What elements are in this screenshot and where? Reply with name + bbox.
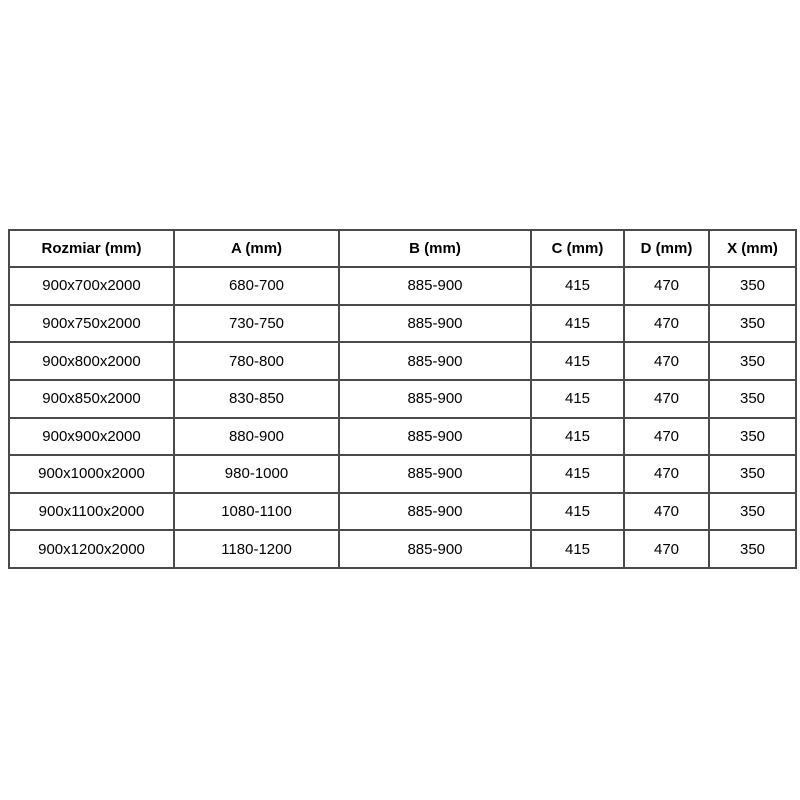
table-cell-c: 415 [530,454,625,494]
table-cell-b: 885-900 [338,454,532,494]
table-cell-c: 415 [530,378,625,419]
table-cell-x: 350 [708,529,797,569]
table-cell-rozmiar: 900x850x2000 [8,378,175,419]
table-cell-c: 415 [530,341,625,381]
column-header-d: D (mm) [623,229,710,268]
table-cell-rozmiar: 900x1100x2000 [8,491,175,532]
table-cell-d: 470 [623,378,710,419]
table-cell-rozmiar: 900x900x2000 [8,416,175,457]
table-row: 900x1000x2000 980-1000 885-900 415 470 350 [8,454,797,494]
table-cell-d: 470 [623,341,710,381]
table-cell-d: 470 [623,454,710,494]
table-cell-b: 885-900 [338,378,532,419]
table-cell-d: 470 [623,266,710,306]
table-cell-a: 780-800 [173,341,340,381]
table-cell-c: 415 [530,529,625,569]
table-row: 900x750x2000 730-750 885-900 415 470 350 [8,303,797,344]
table-cell-x: 350 [708,491,797,532]
table-cell-rozmiar: 900x800x2000 [8,341,175,381]
table-cell-a: 830-850 [173,378,340,419]
column-header-x: X (mm) [708,229,797,268]
table-cell-b: 885-900 [338,341,532,381]
table-cell-a: 980-1000 [173,454,340,494]
table-cell-rozmiar: 900x1200x2000 [8,529,175,569]
table-cell-b: 885-900 [338,491,532,532]
table-cell-rozmiar: 900x1000x2000 [8,454,175,494]
table-cell-rozmiar: 900x750x2000 [8,303,175,344]
table-row: 900x1100x2000 1080-1100 885-900 415 470 350 [8,491,797,532]
table-cell-x: 350 [708,341,797,381]
table-row: 900x800x2000 780-800 885-900 415 470 350 [8,341,797,381]
column-header-rozmiar: Rozmiar (mm) [8,229,175,268]
table-cell-c: 415 [530,491,625,532]
table-body: 900x700x2000 680-700 885-900 415 470 350 900x7… [8,266,797,569]
table-cell-a: 730-750 [173,303,340,344]
table-cell-c: 415 [530,266,625,306]
table-cell-a: 680-700 [173,266,340,306]
table-head: Rozmiar (mm) A (mm) B (mm) C (mm) D (mm) X (m… [8,229,797,268]
table-cell-b: 885-900 [338,266,532,306]
table-cell-x: 350 [708,454,797,494]
column-header-c: C (mm) [530,229,625,268]
table-cell-a: 1180-1200 [173,529,340,569]
table-cell-rozmiar: 900x700x2000 [8,266,175,306]
table-row: 900x1200x2000 1180-1200 885-900 415 470 350 [8,529,797,569]
table-cell-x: 350 [708,378,797,419]
table-cell-a: 1080-1100 [173,491,340,532]
table-cell-b: 885-900 [338,529,532,569]
column-header-a: A (mm) [173,229,340,268]
table-cell-d: 470 [623,529,710,569]
table-cell-a: 880-900 [173,416,340,457]
table-cell-c: 415 [530,416,625,457]
size-specification-table-wrap: Rozmiar (mm) A (mm) B (mm) C (mm) D (mm) X (m… [8,229,797,569]
table-cell-b: 885-900 [338,303,532,344]
table-cell-d: 470 [623,491,710,532]
table-cell-x: 350 [708,266,797,306]
table-cell-x: 350 [708,416,797,457]
table-cell-d: 470 [623,416,710,457]
table-cell-b: 885-900 [338,416,532,457]
table-cell-d: 470 [623,303,710,344]
table-row: 900x900x2000 880-900 885-900 415 470 350 [8,416,797,457]
size-specification-table: Rozmiar (mm) A (mm) B (mm) C (mm) D (mm) X (m… [8,229,797,569]
table-cell-x: 350 [708,303,797,344]
table-row: 900x700x2000 680-700 885-900 415 470 350 [8,266,797,306]
table-cell-c: 415 [530,303,625,344]
header-row: Rozmiar (mm) A (mm) B (mm) C (mm) D (mm) X (m… [8,229,797,268]
column-header-b: B (mm) [338,229,532,268]
table-row: 900x850x2000 830-850 885-900 415 470 350 [8,378,797,419]
